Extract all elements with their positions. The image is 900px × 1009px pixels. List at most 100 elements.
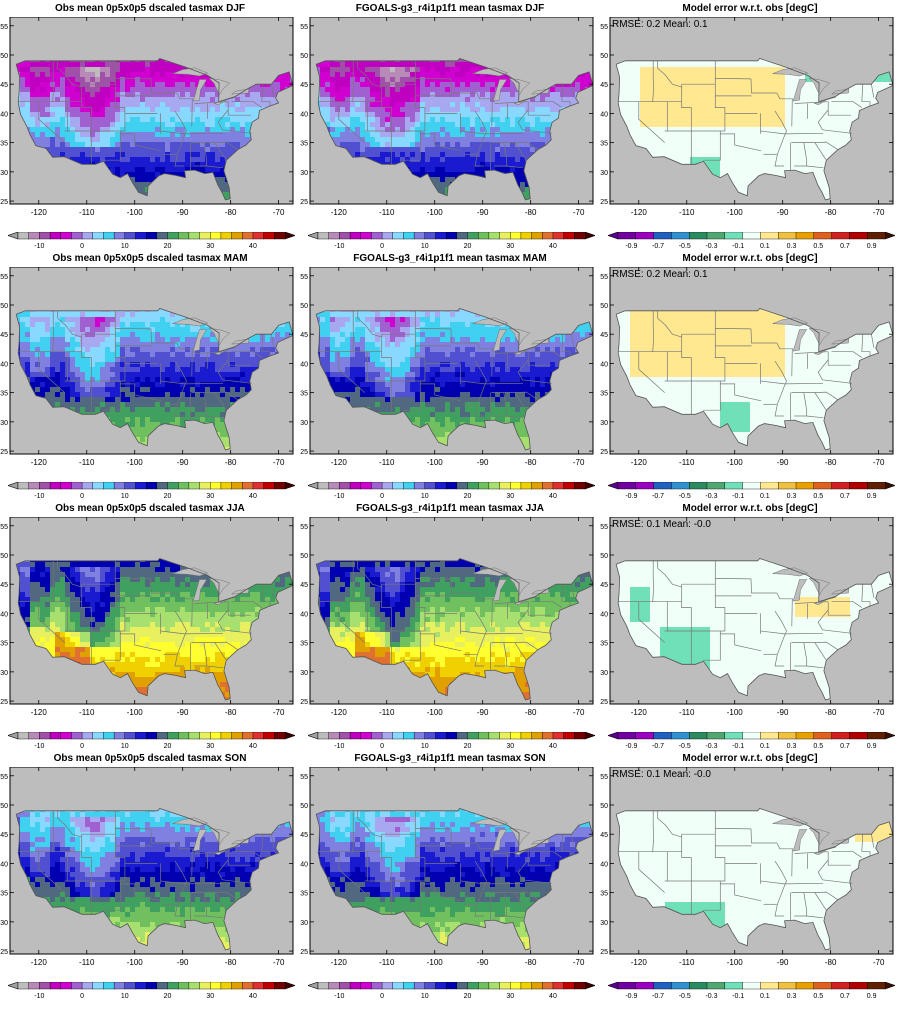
colorbar-tick-label: 0 [380, 493, 384, 500]
colorbar-tick-label: 40 [249, 493, 257, 500]
colorbar-swatch [82, 732, 93, 739]
colorbar-swatch [521, 232, 532, 239]
panel-title: Model error w.r.t. obs [degC] [600, 503, 900, 514]
colorbar-high-arrow [285, 232, 295, 239]
colorbar-tick-label: -0.5 [679, 743, 691, 750]
lon-tick-label: -100 [127, 958, 144, 967]
colorbar-swatch [414, 232, 425, 239]
lon-tick-label: -80 [525, 208, 537, 217]
colorbar-swatch [339, 732, 350, 739]
lon-tick-label: -70 [573, 458, 585, 467]
colorbar-high-arrow [885, 982, 895, 989]
colorbar-swatch [564, 982, 575, 989]
colorbar-tick-label: 10 [421, 743, 429, 750]
panel-title: Model error w.r.t. obs [degC] [600, 3, 900, 14]
state-border [415, 328, 451, 329]
colorbar-swatch [103, 232, 114, 239]
colorbar-low-arrow [608, 482, 618, 489]
panel-title: FGOALS-g3_r4i1p1f1 mean tasmax DJF [300, 3, 600, 14]
colorbar-swatch [796, 732, 814, 739]
lat-tick-label: 50 [300, 53, 308, 60]
colorbar-swatch [50, 982, 61, 989]
colorbar-tick-label: 30 [206, 743, 214, 750]
colorbar-swatch [71, 982, 82, 989]
panel-title: FGOALS-g3_r4i1p1f1 mean tasmax SON [300, 753, 600, 764]
lon-tick-label: -90 [177, 958, 189, 967]
colorbar-tick-label: 20 [464, 743, 472, 750]
colorbar-swatch [318, 732, 329, 739]
colorbar-swatch [178, 732, 189, 739]
colorbar-swatch [521, 482, 532, 489]
colorbar-high-arrow [285, 732, 295, 739]
lon-tick-label: -80 [525, 958, 537, 967]
lon-tick-label: -110 [379, 208, 395, 217]
colorbar-tick-label: 0 [80, 993, 84, 1000]
colorbar-swatch [478, 232, 489, 239]
lon-tick-label: -90 [177, 708, 189, 717]
colorbar-tick-label: -0.5 [679, 993, 691, 1000]
colorbar-swatch [361, 482, 372, 489]
lat-tick-label: 50 [300, 553, 308, 560]
lat-tick-label: 35 [600, 141, 608, 148]
colorbar-swatch [18, 232, 29, 239]
lat-tick-label: 45 [0, 332, 8, 339]
colorbar-tick-label: 0 [80, 743, 84, 750]
map-panel-jja-obs: Obs mean 0p5x0p5 dscaled tasmax JJA-120-… [0, 500, 300, 750]
colorbar-swatch [446, 732, 457, 739]
lat-tick-label: 45 [600, 82, 608, 89]
colorbar-swatch [542, 732, 553, 739]
lat-tick-label: 45 [600, 332, 608, 339]
colorbar-tick-label: 0.1 [760, 993, 770, 1000]
colorbar-swatch [814, 482, 832, 489]
colorbar-swatch [350, 482, 361, 489]
colorbar-swatch [242, 482, 253, 489]
colorbar-swatch [232, 732, 243, 739]
colorbar-swatch [457, 732, 468, 739]
colorbar-tick-label: 0.5 [813, 493, 823, 500]
colorbar-swatch [500, 232, 511, 239]
colorbar-swatch [760, 482, 778, 489]
colorbar-tick-label: 0.9 [867, 743, 877, 750]
colorbar-swatch [478, 482, 489, 489]
colorbar-swatch [725, 732, 743, 739]
colorbar-swatch [50, 732, 61, 739]
colorbar-swatch [574, 232, 585, 239]
colorbar-swatch [371, 982, 382, 989]
colorbar-swatch [189, 232, 200, 239]
lat-tick-label: 30 [600, 670, 608, 677]
colorbar-swatch [832, 232, 850, 239]
colorbar-swatch [867, 482, 885, 489]
colorbar-tick-label: 30 [506, 243, 514, 250]
lat-tick-label: 50 [600, 803, 608, 810]
colorbar-swatch [168, 482, 179, 489]
colorbar-swatch [403, 232, 414, 239]
colorbar-swatch [814, 732, 832, 739]
colorbar-swatch [168, 732, 179, 739]
colorbar-tick-label: 0.1 [760, 743, 770, 750]
colorbar-tick-label: 0.9 [867, 993, 877, 1000]
lon-tick-label: -110 [79, 708, 95, 717]
lat-tick-label: 50 [300, 303, 308, 310]
colorbar-tick-label: 30 [506, 743, 514, 750]
colorbar-swatch [489, 482, 500, 489]
colorbar-swatch [125, 982, 136, 989]
lon-tick-label: -100 [727, 708, 744, 717]
lat-tick-label: 55 [0, 774, 8, 781]
state-border [792, 99, 793, 127]
lat-tick-label: 45 [300, 332, 308, 339]
colorbar-swatch [425, 482, 436, 489]
colorbar-low-arrow [8, 232, 18, 239]
lat-tick-label: 50 [600, 303, 608, 310]
colorbar-tick-label: 0.5 [813, 243, 823, 250]
lon-tick-label: -110 [79, 458, 95, 467]
colorbar-swatch [61, 482, 72, 489]
colorbar-tick-label: 0 [80, 493, 84, 500]
lat-tick-label: 25 [600, 699, 608, 706]
lat-tick-label: 45 [600, 832, 608, 839]
colorbar-swatch [760, 732, 778, 739]
colorbar-swatch [403, 482, 414, 489]
lat-tick-label: 40 [0, 861, 8, 868]
